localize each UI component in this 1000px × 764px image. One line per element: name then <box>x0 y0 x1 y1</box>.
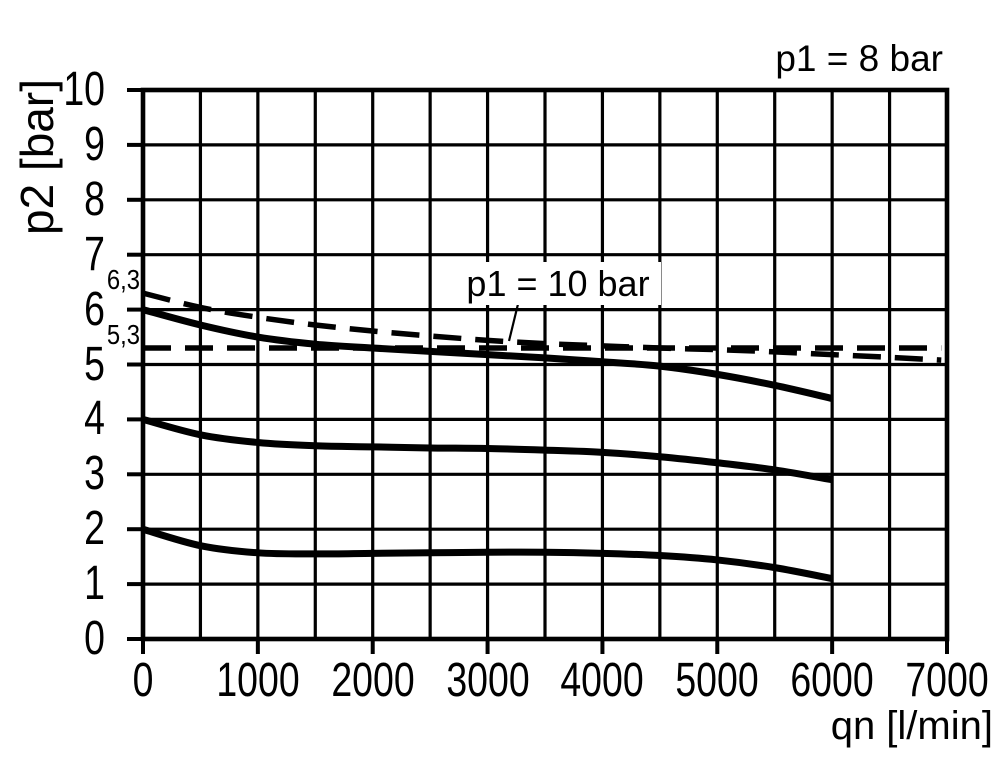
x-tick-label: 5000 <box>675 654 759 707</box>
y-tick-label: 7 <box>84 227 105 281</box>
y-tick-label: 10 <box>63 63 105 116</box>
y-tick-label: 3 <box>84 447 105 501</box>
x-tick-label: 1000 <box>216 654 300 707</box>
reference-label: 6,3 <box>106 264 140 296</box>
x-tick-label: 3000 <box>445 654 530 707</box>
y-tick-label: 6 <box>84 282 105 336</box>
x-tick-label: 2000 <box>331 654 415 707</box>
y-tick-label: 8 <box>84 172 105 226</box>
annotation-p1-10bar: p1 = 10 bar <box>455 262 661 305</box>
y-tick-label: 4 <box>84 392 105 446</box>
x-tick-label: 7000 <box>905 654 989 707</box>
chart-title-p1-8bar: p1 = 8 bar <box>775 38 943 79</box>
y-tick-label: 1 <box>84 557 105 611</box>
x-tick-label: 6000 <box>790 654 874 707</box>
y-tick-label: 5 <box>84 337 105 391</box>
y-tick-label: 0 <box>84 612 105 665</box>
x-axis-title: qn [l/min] <box>830 704 993 748</box>
y-tick-label: 9 <box>84 117 105 171</box>
x-tick-label: 4000 <box>560 654 645 707</box>
y-tick-label: 2 <box>84 502 105 556</box>
reference-label: 5,3 <box>106 319 140 351</box>
x-tick-label: 0 <box>132 654 154 707</box>
